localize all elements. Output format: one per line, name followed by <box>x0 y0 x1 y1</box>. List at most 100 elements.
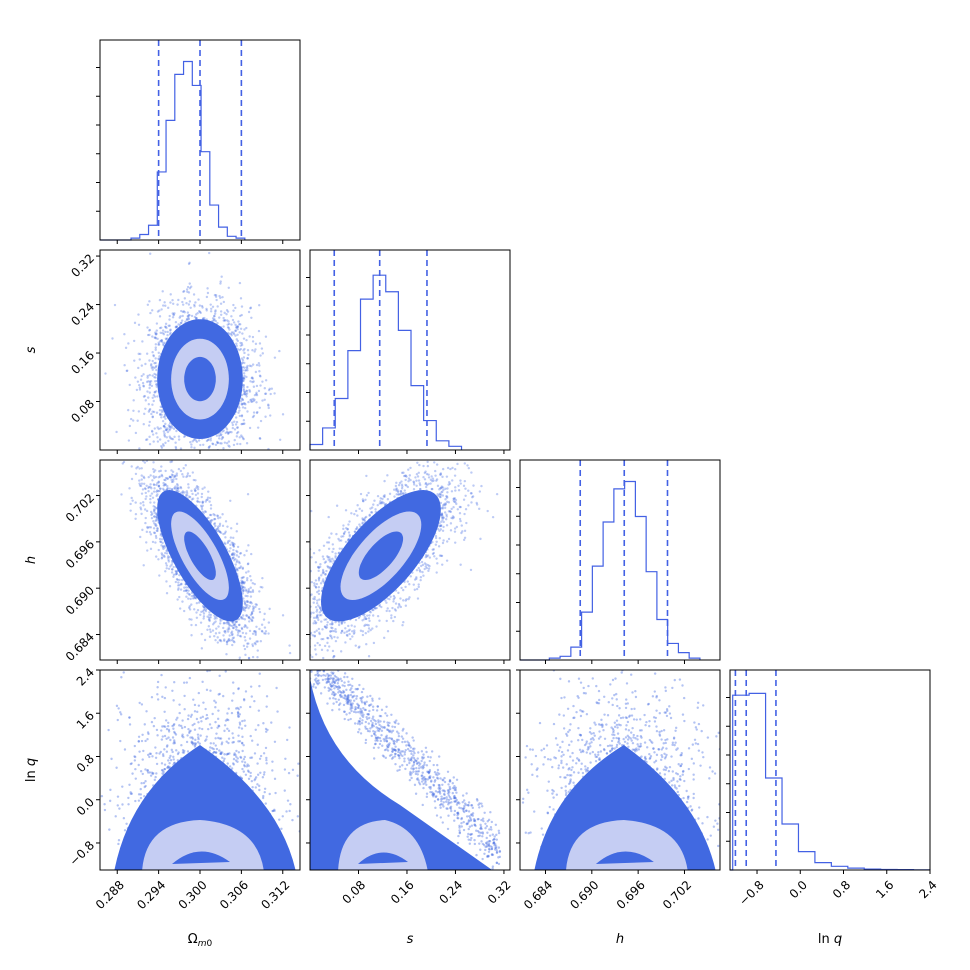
scatter-point <box>222 634 225 637</box>
scatter-point <box>209 437 213 440</box>
scatter-point <box>156 455 158 457</box>
scatter-point <box>187 317 190 320</box>
scatter-point <box>158 537 162 541</box>
scatter-point <box>148 359 151 362</box>
scatter-point <box>159 405 162 408</box>
scatter-point <box>240 403 244 406</box>
scatter-point <box>183 473 185 475</box>
scatter-point <box>174 474 177 477</box>
scatter-point <box>115 430 118 434</box>
scatter-point <box>180 491 183 494</box>
scatter-point <box>232 303 235 307</box>
scatter-point <box>157 470 161 473</box>
scatter-point <box>157 357 160 360</box>
scatter-point <box>149 380 153 383</box>
scatter-point <box>187 262 191 266</box>
scatter-point <box>240 415 244 418</box>
scatter-point <box>241 365 245 369</box>
scatter-point <box>209 310 213 313</box>
scatter-point <box>241 580 244 583</box>
scatter-point <box>264 392 268 395</box>
scatter-point <box>199 621 203 624</box>
scatter-point <box>216 636 219 639</box>
scatter-point <box>147 410 151 413</box>
scatter-point <box>198 304 202 307</box>
scatter-point <box>143 412 146 416</box>
scatter-point <box>243 393 247 396</box>
scatter-point <box>247 353 250 356</box>
scatter-point <box>254 370 258 374</box>
scatter-point <box>187 315 190 318</box>
scatter-point <box>241 585 244 588</box>
scatter-point <box>268 387 271 391</box>
scatter-point <box>148 373 151 377</box>
scatter-point <box>174 447 178 450</box>
scatter-point <box>205 295 209 299</box>
scatter-point <box>217 525 220 528</box>
scatter-point <box>225 430 229 434</box>
scatter-point <box>181 473 184 476</box>
scatter-point <box>220 275 223 278</box>
scatter-point <box>196 462 198 464</box>
scatter-point <box>196 485 200 489</box>
scatter-point <box>129 417 133 421</box>
histogram-step-s <box>309 274 463 450</box>
scatter-point <box>236 325 240 329</box>
scatter-point <box>225 442 229 445</box>
scatter-point <box>187 589 190 592</box>
scatter-point <box>250 618 254 622</box>
scatter-point <box>191 492 194 496</box>
scatter-point <box>258 370 261 373</box>
scatter-point <box>214 632 218 635</box>
scatter-point <box>241 398 245 402</box>
scatter-point <box>200 495 203 499</box>
scatter-point <box>225 309 229 312</box>
scatter-point <box>254 605 257 609</box>
scatter-point <box>257 389 261 393</box>
scatter-point <box>251 377 255 380</box>
scatter-point <box>164 325 167 329</box>
scatter-point <box>199 311 202 315</box>
scatter-point <box>230 334 233 337</box>
scatter-point <box>201 504 205 507</box>
scatter-point <box>230 624 234 628</box>
scatter-point <box>144 516 147 520</box>
scatter-point <box>236 426 239 429</box>
scatter-point <box>236 430 240 434</box>
scatter-point <box>245 326 248 330</box>
scatter-point <box>148 328 152 332</box>
scatter-point <box>168 425 171 428</box>
scatter-point <box>180 319 184 322</box>
scatter-point <box>226 310 230 313</box>
scatter-point <box>170 473 174 476</box>
scatter-point <box>183 311 186 314</box>
scatter-point <box>248 590 251 593</box>
scatter-point <box>137 410 141 413</box>
scatter-point <box>200 507 204 511</box>
scatter-point <box>212 470 214 472</box>
scatter-point <box>255 391 258 395</box>
scatter-point <box>168 333 172 336</box>
scatter-point <box>245 389 249 393</box>
scatter-point <box>148 407 152 411</box>
scatter-point <box>150 363 153 366</box>
scatter-point <box>177 323 180 326</box>
scatter-point <box>229 543 232 547</box>
scatter-point <box>306 698 308 700</box>
scatter-point <box>227 440 231 443</box>
scatter-point <box>154 361 157 365</box>
scatter-point <box>242 402 246 405</box>
scatter-point <box>235 344 238 348</box>
scatter-point <box>236 634 240 637</box>
scatter-point <box>211 461 213 463</box>
scatter-point <box>246 599 249 603</box>
scatter-point <box>256 649 259 652</box>
scatter-point <box>209 439 212 442</box>
scatter-point <box>156 395 159 398</box>
scatter-point <box>162 332 166 336</box>
scatter-point <box>250 398 253 401</box>
scatter-point <box>134 501 137 504</box>
scatter-point <box>233 542 236 546</box>
scatter-point <box>224 631 227 634</box>
scatter-point <box>228 332 231 336</box>
